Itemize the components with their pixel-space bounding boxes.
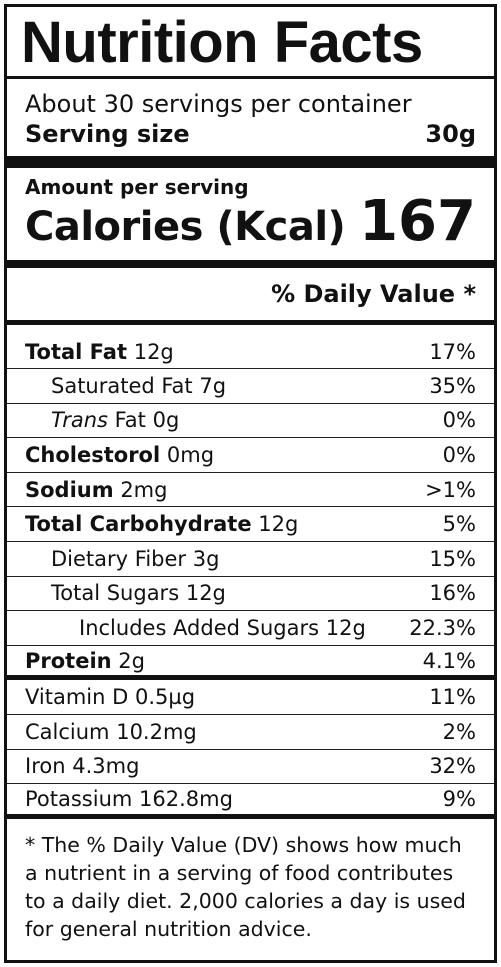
nutrient-name: Total Carbohydrate [25, 512, 252, 537]
serving-size-label: Serving size [25, 120, 190, 148]
nutrient-dv: 4.1% [422, 648, 476, 673]
nutrient-amount: 7g [199, 373, 227, 398]
nutrient-dv: 5% [442, 512, 476, 537]
calories-section: Amount per serving Calories (Kcal) 167 [7, 168, 494, 268]
micronutrient-amount: 0.5µg [134, 685, 196, 710]
micronutrient-dv: 32% [429, 754, 476, 779]
micronutrient-row-potassium: Potassium 162.8mg 9% [7, 784, 494, 819]
micronutrient-amount: 10.2mg [116, 719, 197, 744]
nutrient-name: Dietary Fiber [51, 546, 187, 571]
nutrient-row-cholesterol: Cholestorol 0mg 0% [7, 438, 494, 473]
micronutrient-name: Potassium [25, 786, 133, 811]
nutrient-name: Total Fat [25, 339, 128, 364]
nutrient-dv: 15% [429, 546, 476, 571]
nutrient-amount: 12g [258, 512, 299, 537]
nutrient-dv: 0% [442, 442, 476, 467]
nutrient-dv: 35% [429, 373, 476, 398]
micronutrient-row-iron: Iron 4.3mg 32% [7, 750, 494, 785]
micronutrient-dv: 11% [429, 685, 476, 710]
daily-value-footnote: * The % Daily Value (DV) shows how much … [25, 832, 466, 941]
nutrient-name: Total Sugars [51, 581, 180, 606]
nutrient-row-total-fat: Total Fat 12g 17% [7, 325, 494, 369]
micronutrient-name: Calcium [25, 719, 110, 744]
servings-section: About 30 servings per container Serving … [7, 79, 494, 168]
nutrient-name: Protein [25, 648, 112, 673]
nutrient-amount: 0mg [166, 442, 215, 467]
micronutrient-dv: 2% [442, 719, 476, 744]
servings-per-container: About 30 servings per container [25, 90, 412, 118]
micronutrient-dv: 9% [442, 786, 476, 811]
nutrient-dv: 22.3% [409, 615, 476, 640]
nutrient-amount: 2g [118, 648, 145, 673]
nutrient-name: Fat [114, 408, 146, 433]
nutrient-row-trans-fat: Trans Fat 0g 0% [7, 404, 494, 439]
nutrient-amount: 12g [185, 581, 226, 606]
nutrient-name: Includes Added Sugars [79, 615, 320, 640]
nutrition-facts-label: Nutrition Facts About 30 servings per co… [4, 4, 497, 963]
micronutrient-row-vitamin-d: Vitamin D 0.5µg 11% [7, 680, 494, 715]
nutrient-row-added-sugars: Includes Added Sugars 12g 22.3% [7, 611, 494, 646]
nutrient-row-sodium: Sodium 2mg >1% [7, 473, 494, 508]
nutrient-name: Sodium [25, 477, 114, 502]
nutrient-dv: 16% [429, 581, 476, 606]
nutrient-amount: 2mg [120, 477, 168, 502]
nutrient-amount: 0g [152, 408, 180, 433]
calories-row: Calories (Kcal) 167 [25, 194, 476, 252]
nutrient-dv: 17% [429, 339, 476, 364]
nutrient-name-italic: Trans [51, 408, 108, 433]
nutrient-row-total-carbohydrate: Total Carbohydrate 12g 5% [7, 507, 494, 542]
nutrient-row-total-sugars: Total Sugars 12g 16% [7, 577, 494, 612]
nutrient-row-saturated-fat: Saturated Fat 7g 35% [7, 369, 494, 404]
micronutrient-name: Iron [25, 754, 66, 779]
calories-label: Calories (Kcal) [25, 204, 346, 250]
daily-value-header: % Daily Value * [7, 268, 494, 325]
nutrient-amount: 12g [325, 615, 366, 640]
nutrient-name: Cholestorol [25, 442, 161, 467]
calories-value: 167 [359, 189, 476, 254]
micronutrient-name: Vitamin D [25, 685, 129, 710]
nutrient-name: Saturated Fat [51, 373, 193, 398]
nutrient-row-protein: Protein 2g 4.1% [7, 646, 494, 681]
serving-size-row: Serving size 30g [25, 119, 476, 149]
micronutrient-amount: 4.3mg [72, 754, 140, 779]
amount-per-serving-label: Amount per serving [25, 175, 249, 199]
nutrient-amount: 3g [192, 546, 220, 571]
serving-size-value: 30g [425, 120, 476, 148]
micronutrient-row-calcium: Calcium 10.2mg 2% [7, 715, 494, 750]
nutrient-dv: >1% [425, 477, 476, 502]
label-title: Nutrition Facts [7, 7, 494, 79]
nutrient-amount: 12g [133, 339, 174, 364]
micronutrient-amount: 162.8mg [139, 786, 233, 811]
nutrient-row-dietary-fiber: Dietary Fiber 3g 15% [7, 542, 494, 577]
nutrient-dv: 0% [442, 408, 476, 433]
